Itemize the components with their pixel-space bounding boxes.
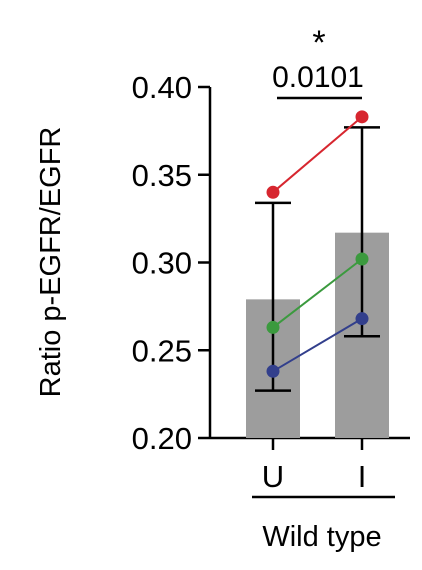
y-tick-label: 0.35 [132, 158, 192, 193]
x-tick-label-U: U [262, 459, 284, 494]
x-tick-label-I: I [358, 459, 367, 494]
axes: 0.20 0.25 0.30 0.35 0.40 [132, 70, 410, 456]
labels-layer: U I Wild type Ratio p-EGFR/EGFR 0.0101* [35, 24, 395, 553]
data-point-1-U [266, 320, 280, 334]
data-point-0-U [266, 185, 280, 199]
error-bars-layer [255, 126, 380, 392]
data-point-1-I [355, 252, 369, 266]
y-tick-label: 0.20 [132, 421, 192, 456]
paired-line-2 [272, 317, 363, 373]
group-label: Wild type [262, 521, 381, 553]
p-value-label: 0.0101 [272, 61, 364, 94]
paired-line-0 [272, 116, 363, 194]
data-point-0-I [355, 110, 369, 124]
paired-line-1 [272, 258, 363, 329]
data-point-2-U [266, 364, 280, 378]
y-tick-label: 0.30 [132, 246, 192, 281]
significance-star: * [312, 24, 325, 62]
paired-lines-layer [266, 110, 369, 378]
data-point-2-I [355, 312, 369, 326]
y-tick-label: 0.40 [132, 70, 192, 105]
y-tick-label: 0.25 [132, 333, 192, 368]
y-axis-label: Ratio p-EGFR/EGFR [35, 127, 67, 398]
